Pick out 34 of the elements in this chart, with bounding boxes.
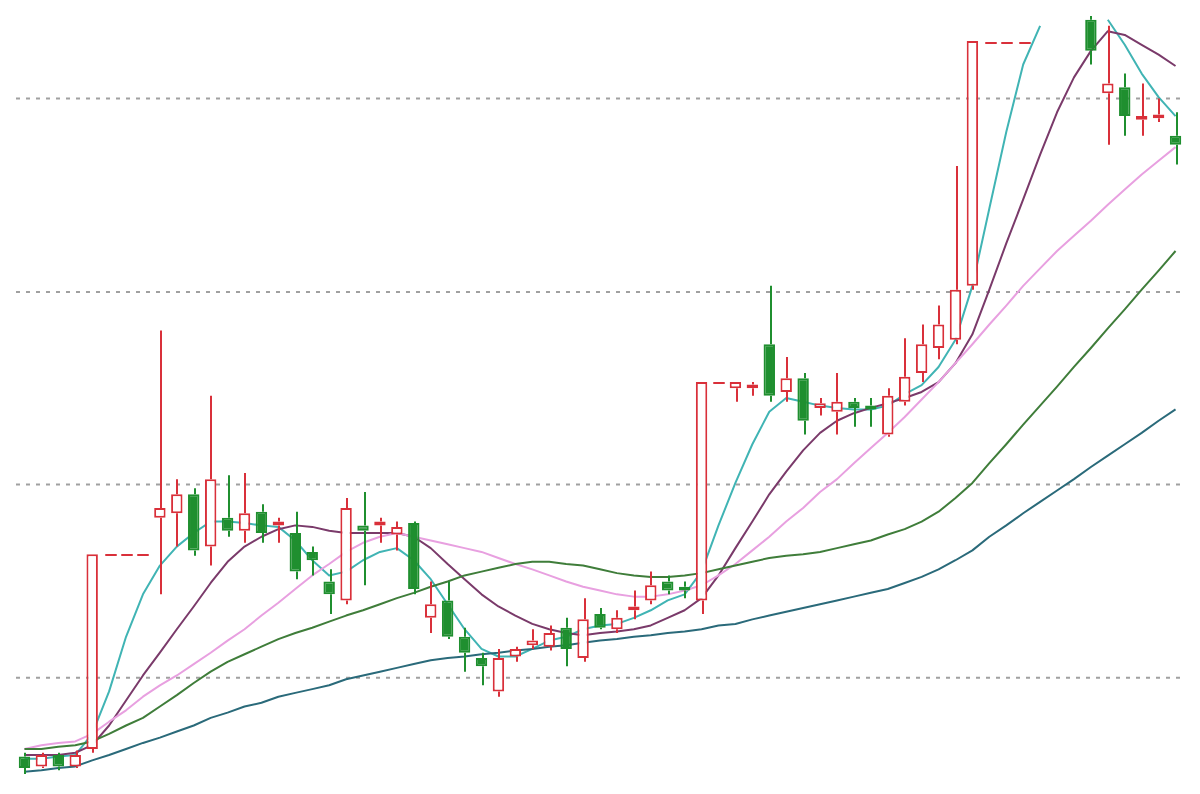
candlestick <box>898 337 911 407</box>
candlestick <box>340 497 352 606</box>
candlestick <box>932 304 945 361</box>
candlestick <box>966 41 979 291</box>
candlestick <box>492 647 505 698</box>
candlestick <box>1119 72 1131 137</box>
candlestick <box>441 580 454 641</box>
candlestick <box>289 510 302 581</box>
candlestick <box>458 626 471 673</box>
candlestick <box>882 387 894 438</box>
candlestick <box>255 503 268 544</box>
candlestick <box>831 372 843 436</box>
candlestick <box>1169 111 1182 166</box>
candlestick <box>221 474 234 538</box>
candlestick <box>323 568 335 616</box>
candlestick <box>1085 16 1097 66</box>
candlestick <box>949 165 962 346</box>
candlestick <box>357 491 369 587</box>
candlestick <box>188 487 200 557</box>
candlestick <box>611 609 623 635</box>
candlestick <box>797 372 809 436</box>
candlestick <box>695 382 708 616</box>
candlestick <box>915 323 928 384</box>
candlestick <box>509 645 522 663</box>
candlestick <box>814 397 826 417</box>
candlestick <box>662 574 674 596</box>
candlestick <box>594 607 606 631</box>
candlestick <box>560 616 572 668</box>
candlestick <box>848 397 860 428</box>
candlestick <box>204 394 217 567</box>
candlestick <box>763 284 775 403</box>
candlestick <box>577 597 589 663</box>
candlestick <box>729 382 742 403</box>
candlestick <box>86 554 98 754</box>
